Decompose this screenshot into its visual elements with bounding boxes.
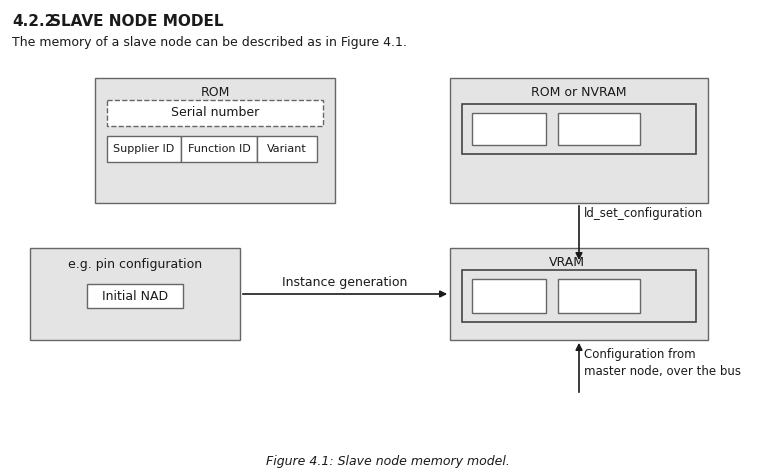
Bar (450, 248, 708, 340)
Text: e.g. pin configuration: e.g. pin configuration (68, 258, 202, 271)
Bar (462, 104, 696, 154)
Text: PIDs: PIDs (585, 289, 612, 303)
Text: Variant: Variant (267, 144, 307, 154)
Text: VRAM: VRAM (549, 256, 585, 269)
Text: Instance generation: Instance generation (282, 276, 407, 289)
Bar (107, 136, 181, 162)
Text: NAD: NAD (495, 122, 523, 136)
Text: Serial number: Serial number (171, 107, 259, 119)
Bar (87, 284, 183, 308)
Bar (181, 136, 257, 162)
Bar (107, 100, 323, 126)
Text: ROM or NVRAM: ROM or NVRAM (532, 86, 627, 99)
Bar (257, 136, 317, 162)
Text: The memory of a slave node can be described as in Figure 4.1.: The memory of a slave node can be descri… (12, 36, 407, 49)
Bar (95, 78, 335, 203)
Bar (450, 78, 708, 203)
Text: ROM: ROM (200, 86, 230, 99)
Text: Figure 4.1: Slave node memory model.: Figure 4.1: Slave node memory model. (266, 455, 510, 468)
Text: NAD: NAD (495, 289, 523, 303)
Text: SLAVE NODE MODEL: SLAVE NODE MODEL (50, 14, 223, 29)
Text: Configuration from
master node, over the bus: Configuration from master node, over the… (584, 348, 741, 378)
Bar (472, 113, 546, 145)
Text: ld_set_configuration: ld_set_configuration (584, 207, 703, 220)
Text: Function ID: Function ID (188, 144, 251, 154)
Text: Supplier ID: Supplier ID (113, 144, 175, 154)
Bar (558, 113, 640, 145)
Text: Initial NAD: Initial NAD (102, 289, 168, 303)
Bar (472, 279, 546, 313)
Bar (30, 248, 240, 340)
Text: 4.2.2: 4.2.2 (12, 14, 55, 29)
Bar (558, 279, 640, 313)
Text: PIDs: PIDs (585, 122, 612, 136)
Bar (462, 270, 696, 322)
